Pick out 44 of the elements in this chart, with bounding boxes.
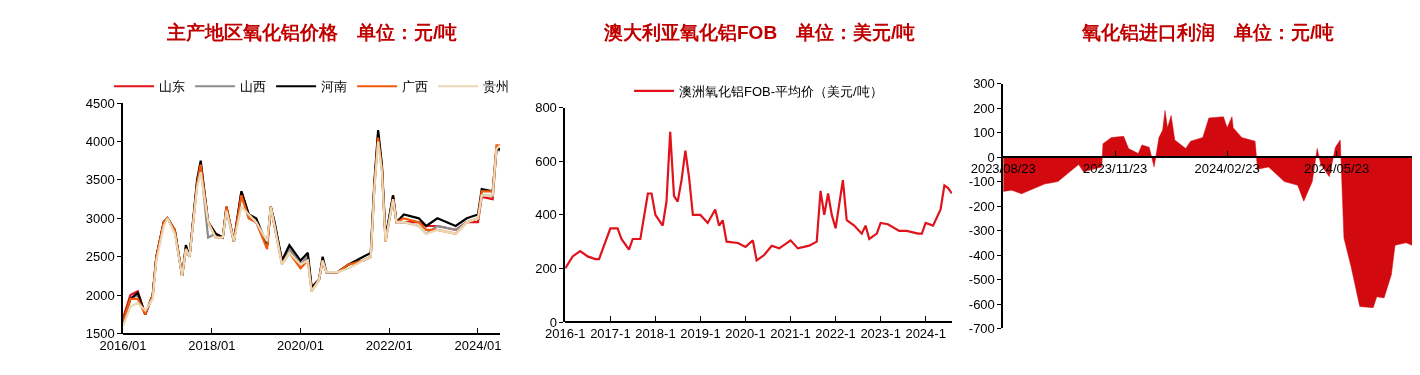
legend-label: 广西 — [402, 79, 429, 95]
chart-title: 氧化铝进口利润 单位：元/吨 — [1081, 22, 1335, 43]
x-tick-label: 2024/02/23 — [1194, 161, 1260, 177]
x-tick-label: 2020/01 — [277, 337, 325, 353]
y-tick-label: -100 — [968, 174, 995, 190]
y-tick-label: 400 — [535, 207, 557, 223]
y-tick-label: 2000 — [85, 287, 115, 303]
y-tick-label: 800 — [535, 100, 557, 116]
y-tick-label: 100 — [973, 125, 995, 141]
y-tick-label: -700 — [968, 321, 995, 337]
y-tick-label: -400 — [968, 247, 995, 263]
legend-label: 山西 — [240, 79, 267, 95]
x-tick-label: 2020-1 — [725, 326, 766, 342]
y-tick-label: -600 — [968, 296, 995, 312]
y-tick-label: -200 — [968, 198, 995, 214]
x-tick-label: 2018/01 — [188, 337, 236, 353]
y-tick-label: 4500 — [85, 95, 115, 111]
line-series — [565, 130, 952, 270]
y-tick-label: -300 — [968, 223, 995, 239]
legend-label: 澳洲氧化铝FOB-平均价（美元/吨） — [679, 84, 883, 100]
y-tick-label: 4000 — [85, 134, 115, 150]
y-tick-label: -500 — [968, 272, 995, 288]
x-tick-label: 2024/01 — [454, 337, 502, 353]
x-tick-label: 2018-1 — [635, 326, 676, 342]
y-tick-label: 200 — [535, 261, 557, 276]
legend-label: 贵州 — [483, 79, 510, 95]
chart-title: 澳大利亚氧化铝FOB 单位：美元/吨 — [603, 22, 916, 43]
legend-label: 河南 — [321, 79, 348, 95]
x-tick-label: 2023-1 — [860, 326, 901, 342]
y-tick-label: 300 — [973, 76, 995, 92]
legend-label: 山东 — [159, 79, 186, 95]
x-tick-label: 2019-1 — [680, 326, 721, 342]
x-tick-label: 2021-1 — [770, 326, 811, 342]
y-tick-label: 3000 — [85, 210, 115, 226]
chart-title: 主产地区氧化铝价格 单位：元/吨 — [166, 22, 458, 43]
y-tick-label: 3500 — [85, 172, 115, 188]
y-tick-label: 2500 — [85, 249, 115, 265]
x-tick-label: 2017-1 — [590, 326, 631, 342]
x-tick-label: 2022/01 — [365, 337, 413, 353]
y-tick-label: 200 — [973, 100, 995, 116]
x-tick-label: 2024-1 — [905, 326, 946, 342]
x-tick-label: 2023/11/23 — [1083, 161, 1148, 177]
x-tick-label: 2022-1 — [815, 326, 856, 342]
y-tick-label: 600 — [535, 153, 557, 169]
